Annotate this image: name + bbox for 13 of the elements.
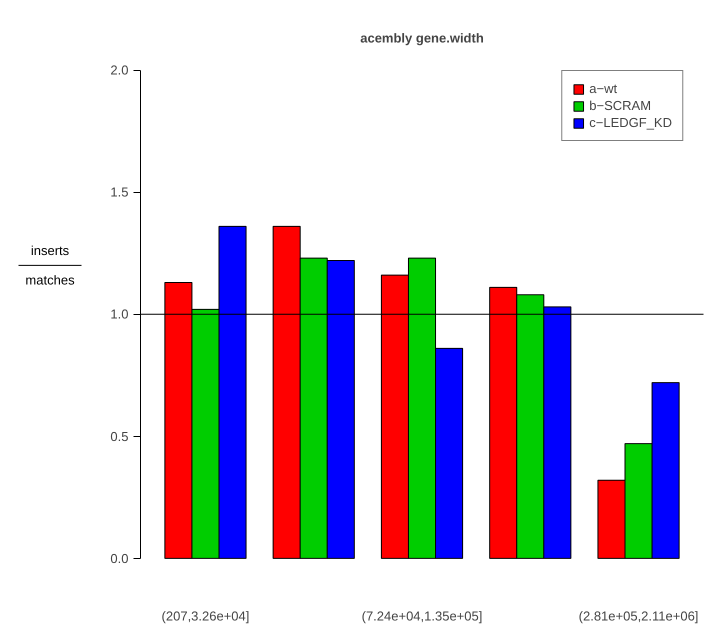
y-axis-title: inserts matches [25, 243, 76, 288]
legend-label: c−LEDGF_KD [589, 115, 672, 130]
y-tick-label: 0.5 [110, 428, 129, 444]
y-tick-label: 0.0 [110, 550, 129, 566]
legend-label: a−wt [589, 81, 618, 96]
legend-label: b−SCRAM [589, 98, 652, 113]
y-tick-label: 1.5 [110, 184, 129, 200]
y-tick-label: 2.0 [110, 62, 129, 78]
y-tick-label: 1.0 [110, 306, 129, 322]
x-tick-label: (207,3.26e+04] [162, 608, 250, 624]
x-tick-label: (2.81e+05,2.11e+06] [578, 608, 698, 624]
x-tick-label: (7.24e+04,1.35e+05] [362, 608, 482, 624]
chart-title: acembly gene.width [360, 30, 484, 46]
